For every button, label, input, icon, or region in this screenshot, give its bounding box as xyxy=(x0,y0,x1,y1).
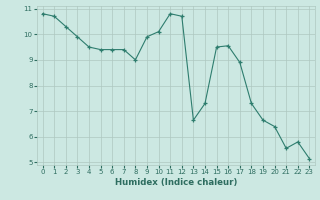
X-axis label: Humidex (Indice chaleur): Humidex (Indice chaleur) xyxy=(115,178,237,187)
